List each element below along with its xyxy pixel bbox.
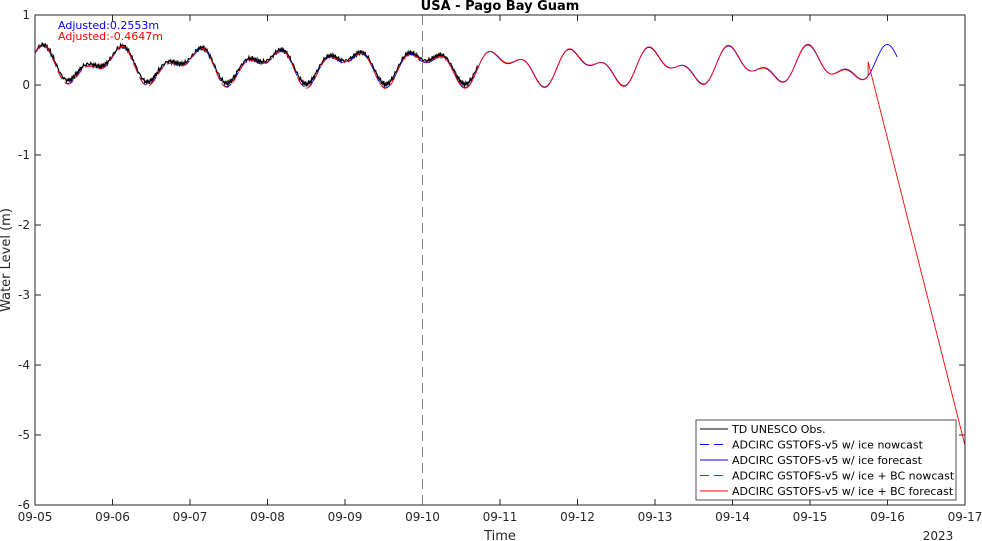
series-line-0	[34, 42, 478, 89]
adjusted-annotation-red: Adjusted:-0.4647m	[58, 30, 163, 43]
x-tick-label: 09-11	[483, 510, 518, 524]
x-tick-label: 09-17	[948, 510, 982, 524]
legend-label-2: ADCIRC GSTOFS-v5 w/ ice forecast	[732, 454, 923, 467]
y-tick-label: -2	[18, 218, 30, 232]
x-tick-label: 09-14	[715, 510, 750, 524]
y-tick-label: 1	[22, 8, 30, 22]
x-tick-label: 09-06	[95, 510, 130, 524]
y-tick-label: 0	[22, 78, 30, 92]
x-tick-label: 09-05	[18, 510, 53, 524]
y-tick-label: -5	[18, 428, 30, 442]
y-tick-label: -4	[18, 358, 30, 372]
legend-label-0: TD UNESCO Obs.	[731, 423, 826, 436]
legend: TD UNESCO Obs. ADCIRC GSTOFS-v5 w/ ice no…	[695, 419, 957, 501]
x-tick-label: 09-10	[405, 510, 440, 524]
axis-ticks: 09-05 09-06 09-07 09-08 09-09 09-10 09-11 09-12…	[18, 8, 982, 524]
y-axis-title: Water Level (m)	[0, 208, 14, 312]
y-tick-label: -3	[18, 288, 30, 302]
y-tick-label: -1	[18, 148, 30, 162]
year-label: 2023	[923, 529, 954, 541]
series-line-4	[422, 43, 966, 446]
adjusted-annotation-blue: Adjusted:0.2553m	[58, 19, 159, 32]
series-line-3	[34, 44, 423, 89]
y-tick-label: -6	[18, 498, 30, 512]
x-tick-label: 09-08	[250, 510, 285, 524]
x-tick-label: 09-09	[328, 510, 363, 524]
x-axis-title: Time	[483, 529, 516, 541]
x-tick-label: 09-07	[173, 510, 208, 524]
x-tick-label: 09-12	[560, 510, 595, 524]
series-lines	[34, 42, 966, 446]
legend-box	[695, 419, 957, 501]
legend-label-4: ADCIRC GSTOFS-v5 w/ ice + BC forecast	[732, 485, 954, 498]
x-tick-label: 09-13	[638, 510, 673, 524]
x-tick-label: 09-15	[793, 510, 828, 524]
x-tick-label: 09-16	[870, 510, 905, 524]
plot-frame	[34, 14, 966, 506]
chart-title: USA - Pago Bay Guam	[421, 0, 580, 14]
legend-label-3: ADCIRC GSTOFS-v5 w/ ice + BC nowcast	[732, 470, 955, 483]
legend-label-1: ADCIRC GSTOFS-v5 w/ ice nowcast	[732, 439, 924, 452]
